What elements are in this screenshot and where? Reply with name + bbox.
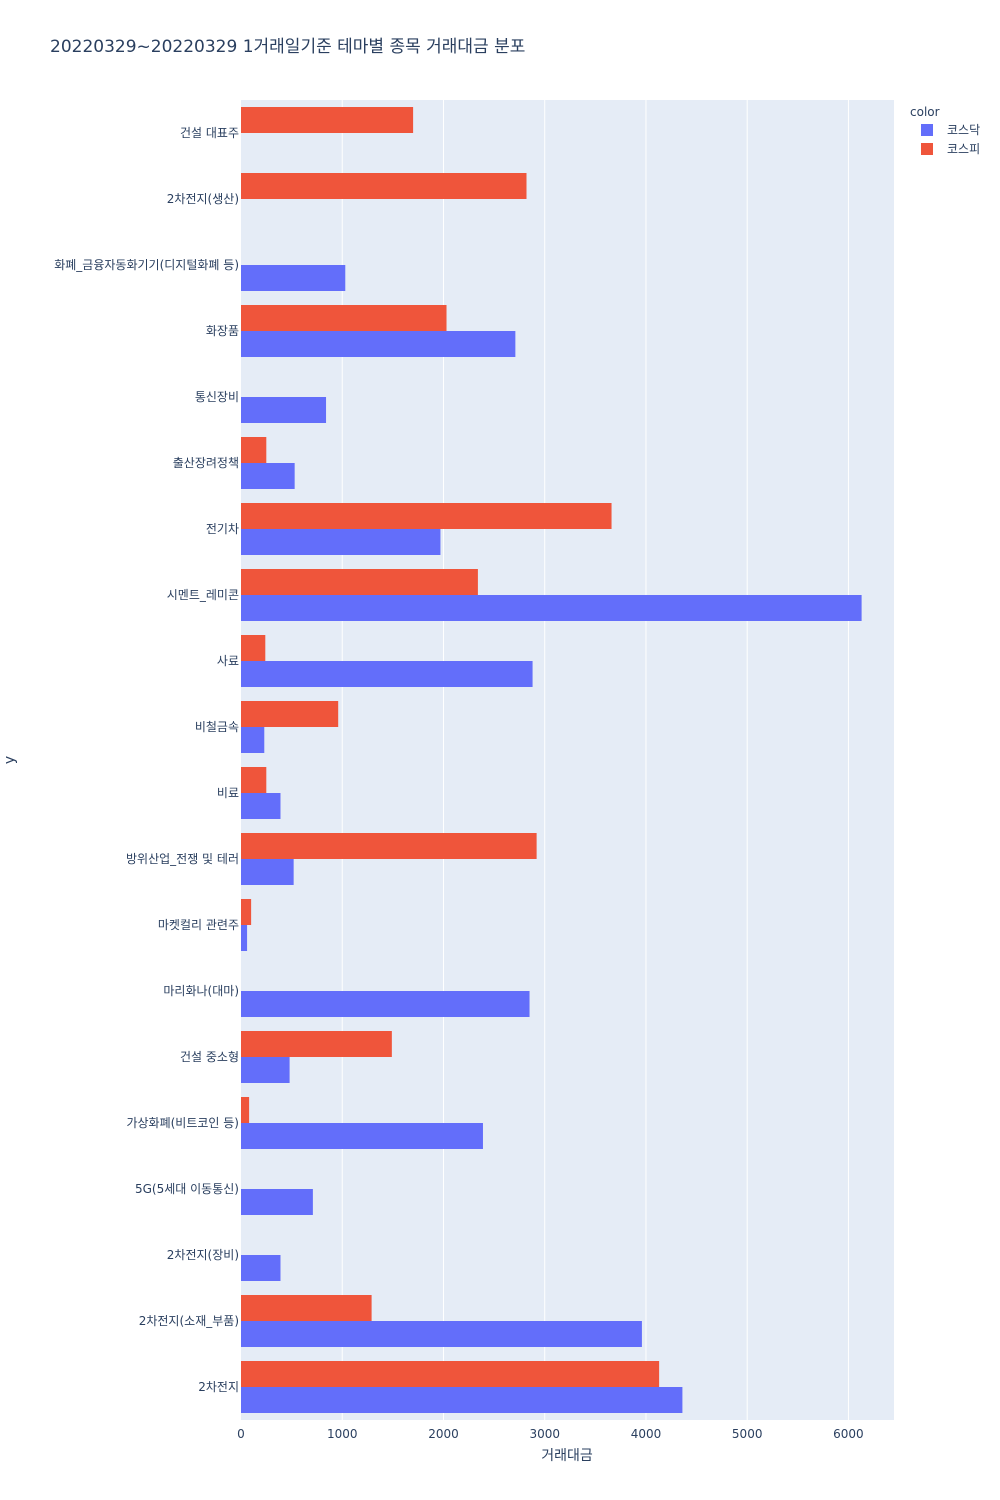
bar-kospi[interactable] <box>241 1097 250 1123</box>
x-tick-label: 2000 <box>428 1427 459 1441</box>
bar-kosdaq[interactable] <box>241 925 248 951</box>
bar-kosdaq[interactable] <box>241 463 295 489</box>
legend-item[interactable]: 코스닥 <box>947 123 980 137</box>
y-tick-label: 비료 <box>217 786 239 800</box>
bar-kospi[interactable] <box>241 1031 392 1057</box>
bar-kospi[interactable] <box>241 1295 372 1321</box>
x-tick-label: 0 <box>237 1427 245 1441</box>
bar-kosdaq[interactable] <box>241 595 862 621</box>
y-tick-label: 사료 <box>217 654 239 668</box>
x-tick-labels: 0 1000 2000 3000 4000 5000 6000 <box>237 1427 864 1441</box>
bar-kosdaq[interactable] <box>241 331 516 357</box>
bar-kospi[interactable] <box>241 107 414 133</box>
y-tick-label: 통신장비 <box>195 390 239 404</box>
x-tick-label: 6000 <box>833 1427 864 1441</box>
bar-kosdaq[interactable] <box>241 859 294 885</box>
y-tick-labels: 2차전지 2차전지(소재_부품) 2차전지(장비) 5G(5세대 이동통신) 가상화폐(… <box>54 126 239 1394</box>
y-tick-label: 5G(5세대 이동통신) <box>135 1182 239 1196</box>
bars <box>241 107 862 1413</box>
y-tick-label: 2차전지 <box>198 1380 239 1394</box>
y-tick-label: 화장품 <box>206 324 239 338</box>
plot-background <box>241 100 894 1420</box>
bar-kospi[interactable] <box>241 767 267 793</box>
bar-kosdaq[interactable] <box>241 529 441 555</box>
bar-kospi[interactable] <box>241 173 527 199</box>
legend-swatch <box>921 143 933 155</box>
bar-kospi[interactable] <box>241 701 339 727</box>
x-tick-label: 5000 <box>732 1427 763 1441</box>
x-tick-label: 4000 <box>631 1427 662 1441</box>
bar-kosdaq[interactable] <box>241 1057 290 1083</box>
bar-kospi[interactable] <box>241 635 266 661</box>
chart-title: 20220329~20220329 1거래일기준 테마별 종목 거래대금 분포 <box>50 37 526 57</box>
legend-swatch <box>921 124 933 136</box>
y-tick-label: 마리화나(대마) <box>163 984 239 998</box>
y-tick-label: 출산장려정책 <box>173 455 239 470</box>
bar-kosdaq[interactable] <box>241 1123 483 1149</box>
y-tick-label: 마켓컬리 관련주 <box>158 918 239 932</box>
legend-title: color <box>910 105 940 119</box>
bar-kospi[interactable] <box>241 1361 660 1387</box>
bar-kosdaq[interactable] <box>241 1387 683 1413</box>
bar-kospi[interactable] <box>241 305 447 331</box>
legend-item[interactable]: 코스피 <box>947 142 980 156</box>
y-tick-label: 건설 중소형 <box>180 1050 239 1064</box>
y-tick-label: 2차전지(생산) <box>167 192 239 206</box>
bar-kosdaq[interactable] <box>241 991 530 1017</box>
bar-kospi[interactable] <box>241 437 267 463</box>
bar-kosdaq[interactable] <box>241 265 346 291</box>
gridlines <box>341 100 849 1420</box>
bar-kosdaq[interactable] <box>241 397 327 423</box>
y-tick-label: 2차전지(장비) <box>167 1248 239 1262</box>
x-tick-label: 3000 <box>529 1427 560 1441</box>
y-tick-label: 건설 대표주 <box>180 126 239 140</box>
y-tick-label: 가상화폐(비트코인 등) <box>126 1116 239 1130</box>
bar-kosdaq[interactable] <box>241 793 281 819</box>
bar-kospi[interactable] <box>241 569 478 595</box>
x-tick-label: 1000 <box>327 1427 358 1441</box>
y-tick-label: 전기차 <box>206 522 239 536</box>
bar-kospi[interactable] <box>241 833 537 859</box>
bar-kospi[interactable] <box>241 503 612 529</box>
bar-kospi[interactable] <box>241 899 252 925</box>
bar-kosdaq[interactable] <box>241 727 265 753</box>
y-tick-label: 비철금속 <box>195 720 239 734</box>
y-tick-label: 화폐_금융자동화기기(디지털화폐 등) <box>54 258 239 272</box>
y-axis-title: y <box>2 756 18 764</box>
bar-kosdaq[interactable] <box>241 1189 313 1215</box>
bar-kosdaq[interactable] <box>241 1321 642 1347</box>
bar-kosdaq[interactable] <box>241 1255 281 1281</box>
x-axis-title: 거래대금 <box>541 1448 593 1464</box>
y-tick-label: 2차전지(소재_부품) <box>139 1314 239 1328</box>
y-tick-label: 방위산업_전쟁 및 테러 <box>126 852 239 866</box>
y-tick-label: 시멘트_레미콘 <box>167 588 239 602</box>
bar-kosdaq[interactable] <box>241 661 533 687</box>
